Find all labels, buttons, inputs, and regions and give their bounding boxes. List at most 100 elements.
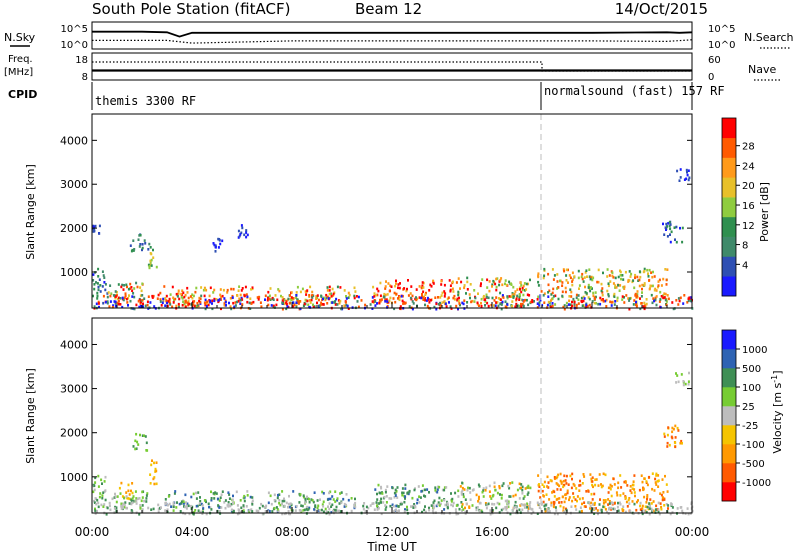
power-scatter-cell xyxy=(285,300,288,303)
velocity-scatter-cell xyxy=(339,510,342,513)
power-scatter-cell xyxy=(657,280,660,283)
power-scatter-cell xyxy=(483,298,486,301)
velocity-scatter-cell xyxy=(666,433,669,437)
power-scatter-cell xyxy=(340,307,343,311)
power-scatter-cell xyxy=(246,295,249,299)
power-scatter-cell xyxy=(451,287,454,291)
power-scatter-cell xyxy=(498,283,501,287)
power-scatter-cell xyxy=(133,248,136,251)
velocity-scatter-cell xyxy=(522,503,525,507)
velocity-scatter-cell xyxy=(520,503,523,506)
power-scatter-cell xyxy=(619,274,622,277)
power-scatter-cell xyxy=(675,240,678,244)
power-scatter-cell xyxy=(599,302,602,306)
power-scatter-cell xyxy=(537,272,540,275)
power-scatter-cell xyxy=(392,297,395,300)
velocity-scatter-cell xyxy=(634,494,636,498)
power-scatter-cell xyxy=(609,300,612,304)
power-scatter-cell xyxy=(181,297,184,300)
velocity-scatter-cell xyxy=(558,497,561,500)
power-scatter-cell xyxy=(474,296,477,300)
power-scatter-cell xyxy=(457,307,459,311)
power-scatter-cell xyxy=(243,294,246,298)
velocity-scatter-cell xyxy=(640,474,643,477)
power-scatter-cell xyxy=(320,295,323,298)
power-scatter-cell xyxy=(245,229,248,232)
velocity-scatter-cell xyxy=(172,503,175,506)
velocity-colorbar-step xyxy=(722,463,736,483)
velocity-scatter-cell xyxy=(602,472,605,476)
velocity-scatter-cell xyxy=(178,502,181,506)
velocity-scatter-cell xyxy=(174,490,177,493)
power-scatter-cell xyxy=(376,302,378,305)
power-scatter-cell xyxy=(657,284,660,287)
velocity-scatter-cell xyxy=(556,483,559,486)
velocity-scatter-cell xyxy=(576,495,579,498)
velocity-scatter-cell xyxy=(538,506,541,509)
power-scatter-cell xyxy=(653,299,656,303)
power-scatter-cell xyxy=(504,282,506,286)
power-scatter-cell xyxy=(411,300,414,303)
power-scatter-cell xyxy=(571,300,573,304)
velocity-scatter-cell xyxy=(401,487,404,490)
velocity-scatter-cell xyxy=(543,480,546,484)
velocity-scatter-cell xyxy=(674,424,677,428)
power-scatter-cell xyxy=(285,307,288,311)
velocity-scatter-cell xyxy=(324,507,327,511)
power-scatter-cell xyxy=(638,284,641,288)
velocity-scatter-cell xyxy=(269,494,272,498)
velocity-scatter-cell xyxy=(543,485,546,488)
velocity-scatter-cell xyxy=(562,485,565,489)
power-scatter-cell xyxy=(272,298,275,301)
velocity-scatter-cell xyxy=(632,480,635,483)
power-scatter-cell xyxy=(428,301,431,304)
power-y-tick-label: 3000 xyxy=(60,178,88,191)
freq-left-label-line2: [MHz] xyxy=(4,67,33,78)
power-scatter-cell xyxy=(110,292,113,295)
power-scatter-cell xyxy=(149,252,152,255)
velocity-scatter-cell xyxy=(600,508,603,512)
power-scatter-cell xyxy=(496,277,499,280)
velocity-scatter-cell xyxy=(153,476,156,479)
velocity-scatter-cell xyxy=(328,491,331,495)
velocity-scatter-cell xyxy=(122,502,125,506)
noise-left-tick-top: 10^5 xyxy=(61,24,88,35)
velocity-scatter-cell xyxy=(548,498,551,501)
power-scatter-cell xyxy=(121,305,124,309)
power-scatter-cell xyxy=(209,286,212,290)
power-scatter-cell xyxy=(577,276,580,280)
power-scatter-cell xyxy=(524,289,526,292)
velocity-scatter-cell xyxy=(343,502,346,506)
velocity-scatter-cell xyxy=(439,502,442,506)
power-scatter-cell xyxy=(562,305,565,309)
power-scatter-cell xyxy=(217,299,220,302)
power-scatter-cell xyxy=(650,293,653,297)
power-scatter-cell xyxy=(393,291,396,295)
power-scatter-cell xyxy=(654,296,657,300)
power-scatter-cell xyxy=(169,293,172,296)
power-scatter-cell xyxy=(565,268,568,272)
velocity-scatter-cell xyxy=(654,477,657,481)
velocity-scatter-cell xyxy=(242,511,245,514)
velocity-scatter-cell xyxy=(329,497,332,501)
velocity-scatter-cell xyxy=(180,502,183,505)
power-scatter-cell xyxy=(108,305,111,308)
power-scatter-cell xyxy=(200,286,203,289)
velocity-scatter-cell xyxy=(564,479,567,482)
velocity-scatter-cell xyxy=(505,508,508,511)
power-scatter-cell xyxy=(150,264,153,267)
power-scatter-cell xyxy=(601,291,604,294)
velocity-scatter-cell xyxy=(123,503,126,507)
velocity-scatter-cell xyxy=(499,493,501,496)
velocity-scatter-cell xyxy=(245,505,248,508)
velocity-scatter-cell xyxy=(195,497,198,500)
power-scatter-cell xyxy=(398,298,401,302)
velocity-scatter-cell xyxy=(455,511,458,514)
power-scatter-cell xyxy=(499,291,502,295)
power-scatter-cell xyxy=(140,300,142,304)
power-scatter-cell xyxy=(142,302,144,306)
velocity-scatter-cell xyxy=(350,509,353,513)
velocity-scatter-cell xyxy=(261,512,264,516)
velocity-scatter-cell xyxy=(283,512,286,516)
power-scatter-cell xyxy=(132,307,135,310)
